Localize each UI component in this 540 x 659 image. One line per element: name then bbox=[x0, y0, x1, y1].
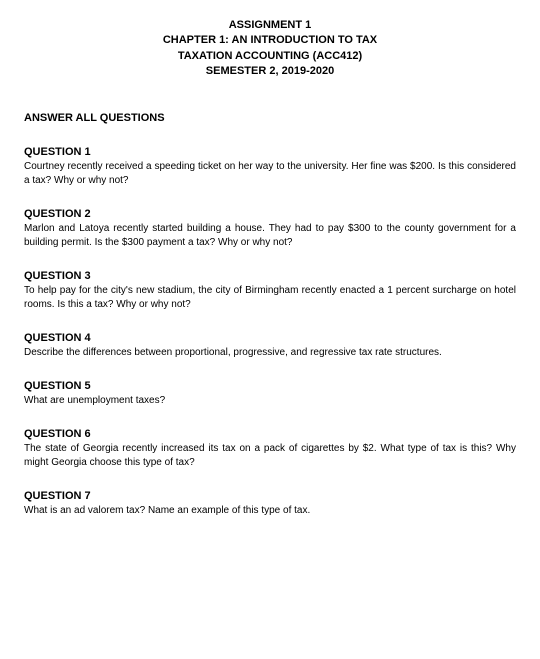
question-title: QUESTION 1 bbox=[24, 146, 516, 158]
question-block: QUESTION 4 Describe the differences betw… bbox=[24, 332, 516, 360]
document-header: ASSIGNMENT 1 CHAPTER 1: AN INTRODUCTION … bbox=[24, 18, 516, 80]
question-body: Marlon and Latoya recently started build… bbox=[24, 222, 516, 250]
question-title: QUESTION 5 bbox=[24, 380, 516, 392]
question-body: Describe the differences between proport… bbox=[24, 346, 516, 360]
question-block: QUESTION 3 To help pay for the city's ne… bbox=[24, 270, 516, 312]
question-block: QUESTION 6 The state of Georgia recently… bbox=[24, 428, 516, 470]
question-body: Courtney recently received a speeding ti… bbox=[24, 160, 516, 188]
question-body: To help pay for the city's new stadium, … bbox=[24, 284, 516, 312]
header-course: TAXATION ACCOUNTING (ACC412) bbox=[24, 49, 516, 64]
instruction-text: ANSWER ALL QUESTIONS bbox=[24, 112, 516, 124]
question-body: The state of Georgia recently increased … bbox=[24, 442, 516, 470]
question-title: QUESTION 2 bbox=[24, 208, 516, 220]
header-semester: SEMESTER 2, 2019-2020 bbox=[24, 64, 516, 79]
question-body: What is an ad valorem tax? Name an examp… bbox=[24, 504, 516, 518]
question-block: QUESTION 5 What are unemployment taxes? bbox=[24, 380, 516, 408]
question-title: QUESTION 4 bbox=[24, 332, 516, 344]
question-title: QUESTION 6 bbox=[24, 428, 516, 440]
header-chapter: CHAPTER 1: AN INTRODUCTION TO TAX bbox=[24, 33, 516, 48]
question-block: QUESTION 2 Marlon and Latoya recently st… bbox=[24, 208, 516, 250]
question-title: QUESTION 7 bbox=[24, 490, 516, 502]
question-title: QUESTION 3 bbox=[24, 270, 516, 282]
header-assignment: ASSIGNMENT 1 bbox=[24, 18, 516, 33]
question-body: What are unemployment taxes? bbox=[24, 394, 516, 408]
question-block: QUESTION 1 Courtney recently received a … bbox=[24, 146, 516, 188]
question-block: QUESTION 7 What is an ad valorem tax? Na… bbox=[24, 490, 516, 518]
